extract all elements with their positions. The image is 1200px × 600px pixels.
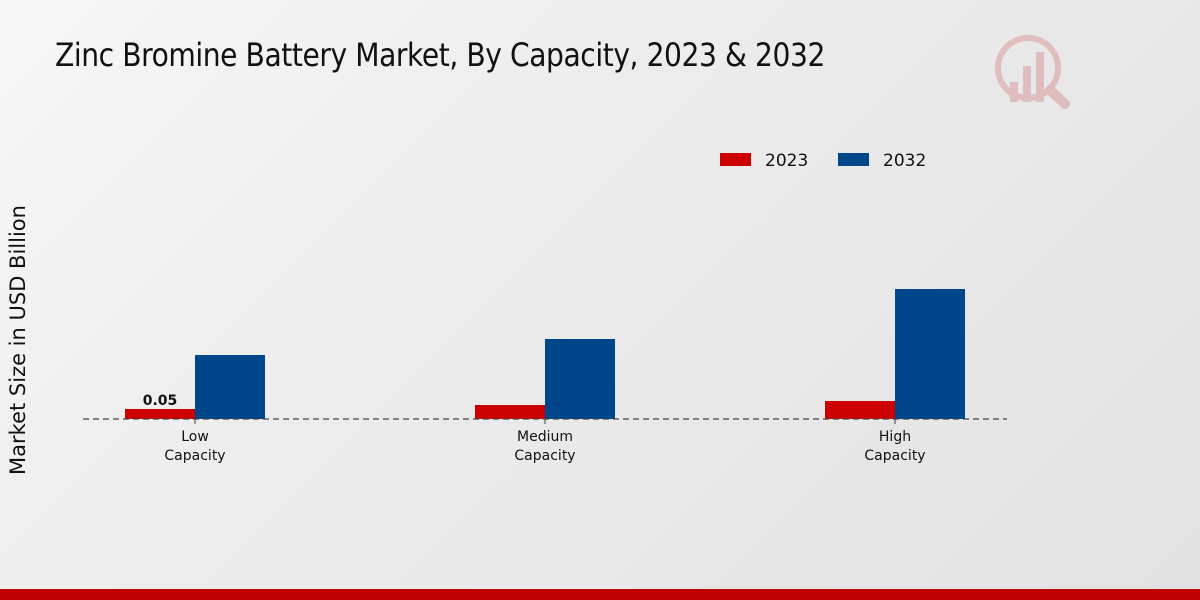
x-tick-label: Capacity [164,448,225,464]
legend-label-2023: 2023 [765,151,808,171]
bar-2023-low [125,409,195,419]
watermark-logo-icon [995,35,1070,109]
bar-2032-medium [545,339,615,419]
bar-2032-low [195,355,265,419]
legend-swatch-2032 [838,153,869,166]
bar-2032-high [895,289,965,419]
legend-swatch-2023 [720,153,751,166]
bar-2023-medium [475,405,545,419]
x-tick-label: Capacity [864,448,925,464]
x-tick-label: Medium [517,429,573,445]
x-tick-label: Capacity [514,448,575,464]
x-tick-label: High [879,429,911,445]
data-label: 0.05 [143,393,178,409]
bar-2023-high [825,401,895,419]
chart-title: Zinc Bromine Battery Market, By Capacity… [55,36,825,74]
x-tick-label: Low [181,429,209,445]
legend-label-2032: 2032 [883,151,926,171]
footer-bar [0,589,1200,600]
